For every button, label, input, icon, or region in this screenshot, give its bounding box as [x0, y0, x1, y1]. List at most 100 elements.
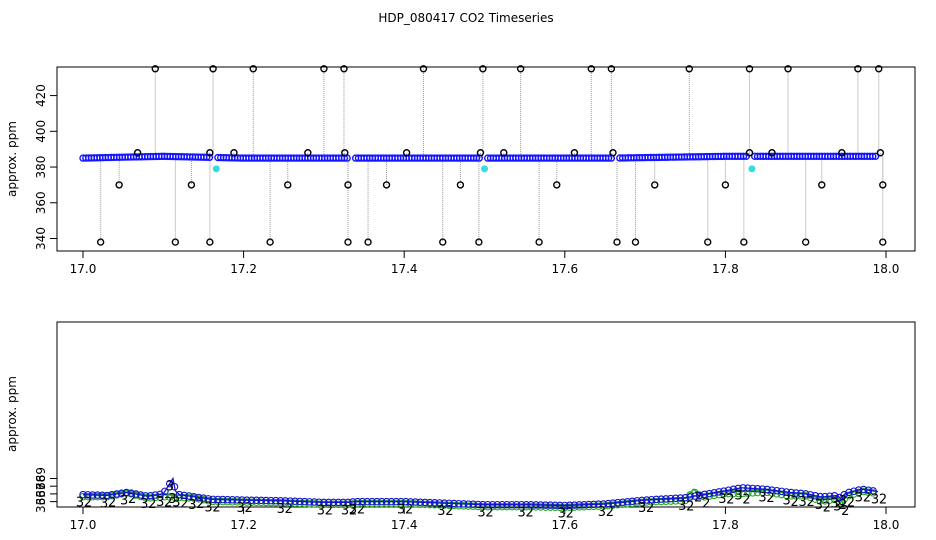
bottom-y-tick-label: 369 [34, 467, 48, 490]
outlier-point [341, 149, 349, 157]
bottom-plot-frame [56, 321, 916, 508]
series-3-point [710, 489, 718, 497]
series-3-point [527, 501, 535, 509]
outlier-point [854, 65, 862, 73]
outlier-point [631, 238, 640, 246]
series-3-point [758, 485, 767, 493]
series-3-point [151, 491, 160, 499]
series-2-point [233, 498, 241, 506]
series-3-point [305, 498, 314, 506]
outlier-point [553, 181, 561, 189]
series-3-glyph: 3 [839, 494, 847, 509]
series-3-point [806, 491, 815, 499]
series-3-point [850, 487, 858, 495]
series-3-point [503, 500, 511, 509]
series-3-point [79, 490, 87, 499]
series-2-point [816, 497, 824, 505]
series-2-point [281, 499, 290, 507]
top-x-tick-label: 17.8 [712, 262, 739, 276]
series-3-point [493, 500, 502, 509]
series-2-point [339, 500, 347, 509]
series-2-point [377, 499, 386, 508]
outlier-point [151, 65, 159, 73]
outlier-point [304, 149, 312, 157]
series-2-point [532, 503, 540, 511]
series-2-point [358, 499, 367, 508]
series-3-point [594, 500, 603, 508]
series-3-glyph: 3 [76, 496, 84, 511]
series-3-point [252, 496, 261, 505]
series-3-point [459, 500, 468, 508]
series-3-glyph: 3 [397, 503, 405, 518]
series-3-point [869, 487, 877, 495]
series-3-point [797, 489, 805, 498]
series-3-point [117, 489, 126, 497]
series-2-point [498, 502, 506, 511]
series-2-point [406, 500, 415, 508]
series-3-glyph: 3 [277, 502, 285, 517]
top-panel: 17.0 17.2 17.4 17.6 17.8 18.0 340 360 380 400 420… [5, 65, 916, 276]
series-2-glyph: 2 [566, 506, 574, 521]
series-2-point [291, 499, 299, 508]
top-x-tick-label: 17.2 [230, 262, 257, 276]
top-x-tick-label: 17.6 [551, 262, 578, 276]
series-3-point [469, 500, 478, 509]
outlier-point [340, 65, 348, 73]
series-3-point [218, 495, 227, 504]
series-3-point [137, 491, 145, 499]
series-3-point [281, 497, 290, 505]
outlier-point [500, 149, 508, 157]
series-3-point [488, 500, 497, 509]
series-2-point [821, 497, 829, 505]
series-2-point [310, 500, 319, 508]
series-2-point [565, 503, 574, 512]
series-2-glyph: 2 [357, 503, 365, 518]
chart-title: HDP_080417 CO2 Timeseries [378, 11, 553, 25]
series-3-point [773, 486, 781, 495]
series-2-point [305, 500, 314, 508]
series-2-point [826, 496, 834, 504]
series-2-glyph: 2 [108, 496, 116, 511]
series-2-point [228, 498, 237, 506]
outlier-point [651, 181, 659, 189]
series-3-point [320, 498, 328, 507]
series-3-glyph: 3 [678, 499, 686, 514]
series-3-point [108, 490, 116, 499]
series-2-point [739, 489, 747, 498]
series-2-point [300, 499, 309, 508]
series-3-point [185, 492, 193, 500]
series-2-glyph: 2 [349, 503, 357, 518]
series-3-point [763, 485, 771, 494]
series-2-point [435, 501, 444, 509]
series-2-point [238, 498, 246, 506]
series-2-point [373, 499, 381, 508]
series-3-point [368, 497, 376, 506]
series-3-glyph: 3 [172, 496, 180, 511]
series-2-point [748, 489, 757, 497]
series-3-point [652, 495, 661, 504]
series-3-point [729, 485, 738, 494]
series-2-point [262, 498, 270, 507]
series-2-point [387, 499, 396, 508]
series-2-glyph: 2 [405, 503, 413, 518]
series-2-point [218, 497, 227, 506]
series-3-point [739, 484, 747, 492]
series-3-point [705, 489, 714, 498]
outlier-point [476, 149, 485, 157]
series-3-point [310, 498, 319, 506]
series-3-point [691, 492, 699, 500]
series-2-point [575, 503, 584, 511]
bottom-y-tick-label: 366 [34, 490, 48, 513]
series-3-point [536, 501, 545, 509]
series-3-point [228, 496, 237, 504]
outlier-point [249, 65, 257, 73]
series-3-point [170, 482, 179, 491]
series-3-glyph: 3 [236, 501, 244, 516]
series-2-point [411, 500, 420, 508]
series-3-point [397, 497, 405, 506]
series-3-point [416, 498, 425, 506]
series-2-point [421, 500, 429, 509]
series-2-glyph: 2 [646, 501, 654, 516]
series-3-glyph: 3 [758, 490, 766, 505]
series-3-point [363, 497, 372, 506]
